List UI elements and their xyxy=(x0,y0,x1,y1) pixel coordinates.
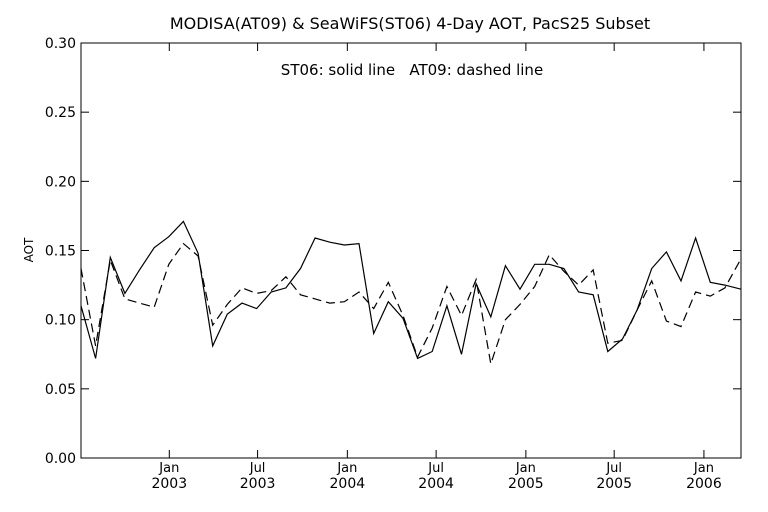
plot-frame xyxy=(80,42,742,459)
y-tick-label: 0.25 xyxy=(45,105,76,121)
x-tick-label-month: Jan xyxy=(693,461,714,476)
x-tick-label-year: 2005 xyxy=(596,476,632,492)
y-tick-label: 0.10 xyxy=(45,313,76,329)
x-tick-label-month: Jan xyxy=(336,461,357,476)
x-tick-label-month: Jul xyxy=(605,461,622,476)
y-tick-label: 0.30 xyxy=(45,36,76,52)
plot-area: 0.000.050.100.150.200.250.30Jan2003Jul20… xyxy=(45,36,742,492)
x-tick-label-month: Jul xyxy=(249,461,266,476)
x-tick-label-month: Jan xyxy=(158,461,179,476)
series-line-at09 xyxy=(80,242,742,365)
y-tick-label: 0.15 xyxy=(45,244,76,260)
y-tick-label: 0.00 xyxy=(45,451,76,467)
y-axis-label: AOT xyxy=(22,237,36,262)
y-tick-label: 0.20 xyxy=(45,174,76,190)
x-tick-label-year: 2005 xyxy=(508,476,544,492)
x-tick-label-month: Jan xyxy=(515,461,536,476)
x-tick-label-year: 2003 xyxy=(240,476,276,492)
y-tick-label: 0.05 xyxy=(45,382,76,398)
chart-title: MODISA(AT09) & SeaWiFS(ST06) 4-Day AOT, … xyxy=(170,14,650,33)
x-tick-label-year: 2004 xyxy=(330,476,366,492)
x-tick-label-year: 2003 xyxy=(151,476,187,492)
x-tick-label-year: 2006 xyxy=(686,476,722,492)
x-tick-label-month: Jul xyxy=(427,461,444,476)
series-line-st06 xyxy=(80,220,742,360)
x-tick-label-year: 2004 xyxy=(418,476,454,492)
chart-annotation: ST06: solid line AT09: dashed line xyxy=(281,61,543,79)
